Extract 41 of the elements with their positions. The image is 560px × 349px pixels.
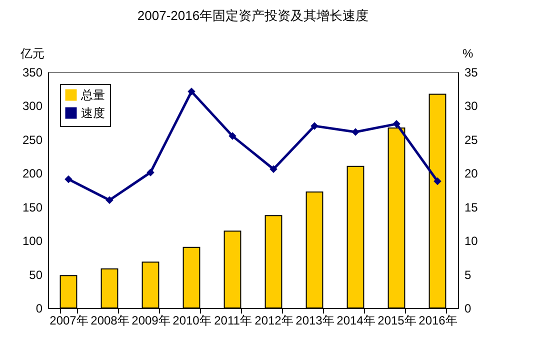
x-tick-label: 2009年 [132, 314, 170, 328]
y2-tick-label: 5 [464, 268, 472, 282]
point [310, 122, 318, 130]
y2-tick-label: 20 [464, 166, 478, 181]
y-tick-label: 350 [22, 66, 43, 80]
x-tick-label: 2008年 [90, 314, 130, 328]
x-tick-label: 2012年 [254, 314, 294, 328]
x-tick-label: 2016年 [418, 314, 458, 328]
y-tick-label: 0 [36, 302, 43, 316]
legend-label: 总量 [80, 88, 105, 102]
legend-label: 速度 [81, 106, 105, 120]
x-tick-label: 2010年 [172, 314, 212, 328]
point [228, 132, 236, 140]
point [106, 196, 114, 204]
y2-tick-label: 35 [464, 66, 478, 80]
point [434, 177, 442, 186]
y2-tick-label: 25 [464, 132, 478, 147]
x-tick-label: 2015年 [378, 314, 416, 328]
chart-title: 2007-2016年固定资产投资及其增长速度 [137, 8, 369, 23]
y2-tick-label: 0 [464, 302, 472, 316]
point [392, 120, 400, 128]
y-tick-label: 100 [22, 234, 43, 248]
x-tick-label: 2007年 [50, 314, 88, 328]
y2-axis-title: % [462, 46, 474, 60]
y-tick-label: 150 [22, 200, 43, 214]
point [188, 88, 196, 96]
y-tick-label: 300 [22, 99, 43, 114]
point [352, 128, 360, 136]
y2-tick-label: 15 [464, 200, 478, 214]
point [64, 175, 72, 184]
x-tick-label: 2013年 [296, 314, 334, 328]
point [146, 168, 154, 176]
y2-tick-label: 30 [464, 99, 478, 114]
point [270, 165, 278, 173]
y-tick-label: 250 [22, 132, 43, 147]
x-tick-label: 2011年 [214, 314, 252, 328]
y-axis-title: 亿元 [20, 46, 44, 60]
y-tick-label: 50 [29, 268, 43, 282]
y-tick-label: 200 [22, 166, 43, 181]
x-tick-label: 2014年 [336, 314, 376, 328]
y2-tick-label: 10 [464, 234, 478, 248]
